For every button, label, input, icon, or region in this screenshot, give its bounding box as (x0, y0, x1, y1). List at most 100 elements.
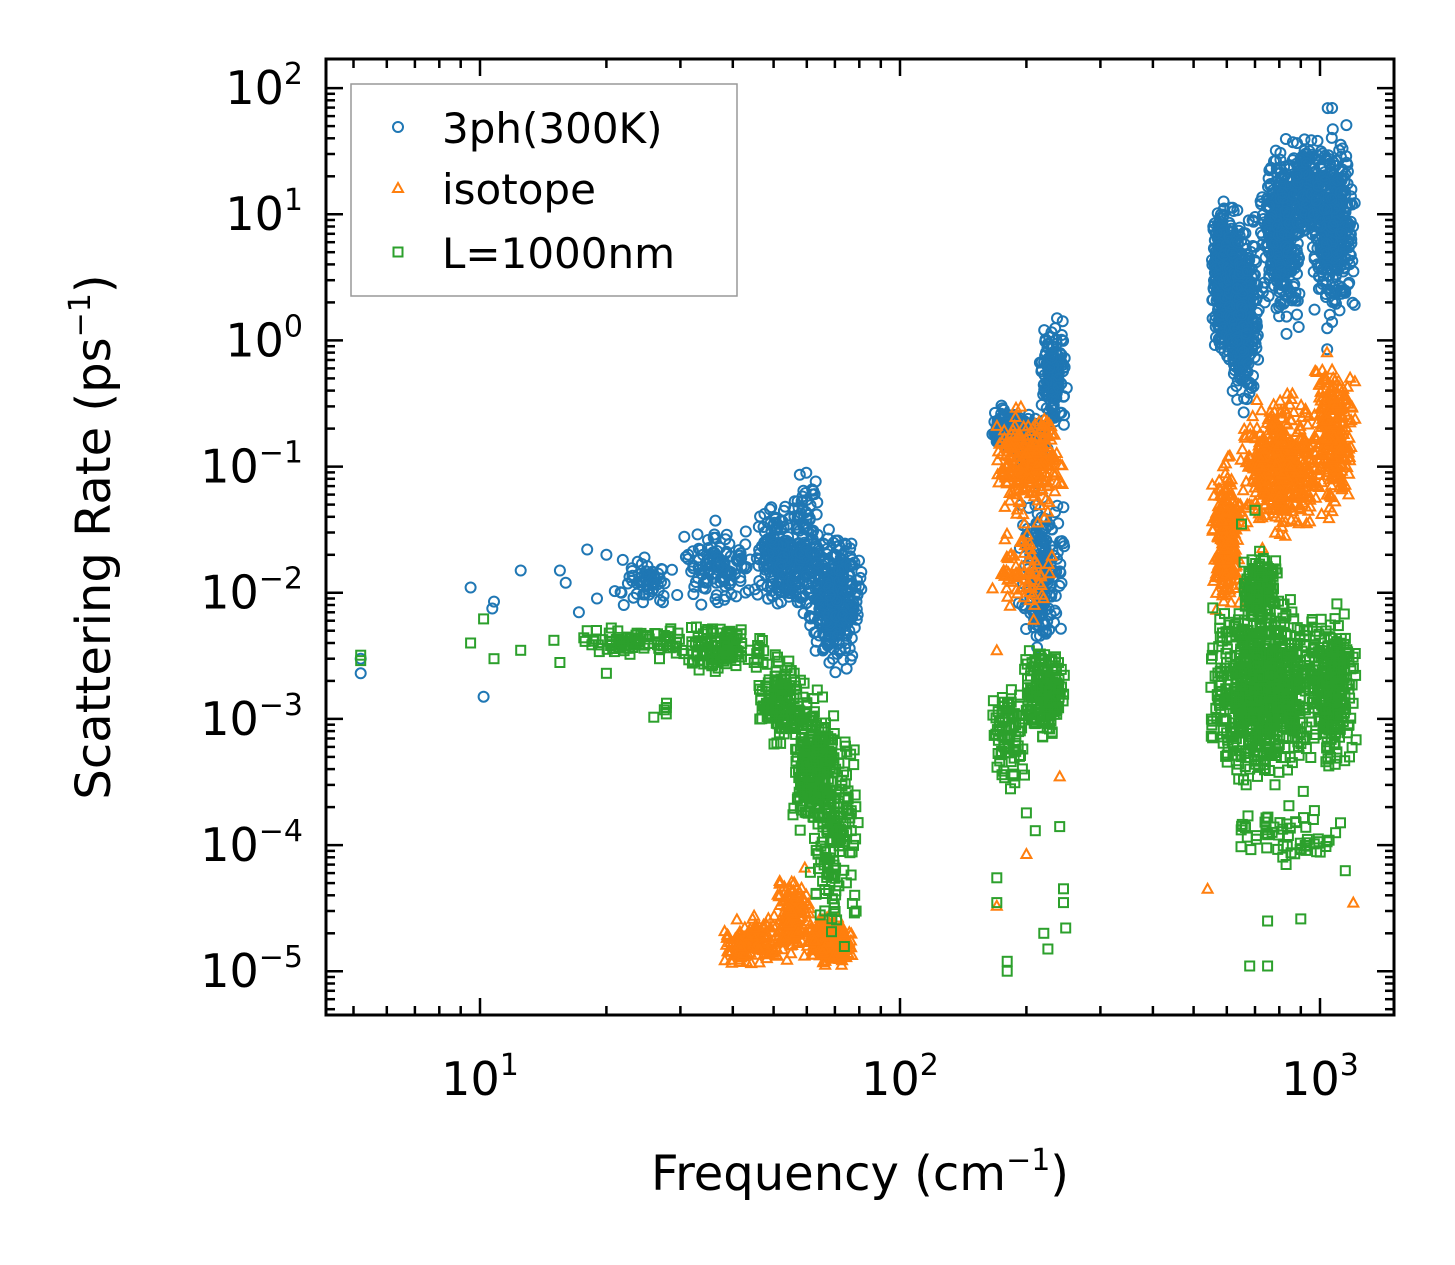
data-point (709, 514, 722, 527)
data-point (1040, 603, 1053, 616)
data-point (1334, 227, 1347, 240)
data-point (1285, 443, 1299, 456)
data-point (1309, 490, 1323, 503)
data-point (785, 874, 799, 887)
data-point (1293, 252, 1305, 264)
data-point (781, 887, 795, 900)
data-point (748, 920, 762, 933)
data-point (1251, 458, 1265, 471)
data-point (1280, 327, 1293, 340)
data-point (762, 560, 774, 573)
data-point (1016, 482, 1031, 495)
data-point (1238, 430, 1252, 443)
data-point (1055, 535, 1068, 548)
data-point (822, 609, 834, 622)
data-point (1265, 451, 1280, 464)
data-point (755, 540, 768, 553)
data-point (1263, 404, 1277, 417)
data-point (1035, 356, 1048, 369)
data-point (1235, 442, 1250, 455)
data-point (1259, 487, 1274, 500)
data-point (1326, 123, 1339, 136)
data-point (1024, 567, 1039, 580)
data-point (809, 475, 822, 488)
data-point (1325, 131, 1338, 144)
data-point (1279, 205, 1291, 218)
data-point (638, 568, 651, 580)
data-point (1324, 478, 1339, 491)
data-point (1019, 446, 1033, 459)
data-point (1292, 500, 1306, 513)
data-point (1218, 489, 1232, 502)
data-point (1030, 458, 1044, 471)
data-point (1289, 514, 1303, 527)
data-point (796, 490, 809, 503)
data-point (1327, 156, 1340, 169)
data-point (1221, 554, 1235, 567)
data-point (1052, 381, 1065, 394)
data-point (615, 586, 628, 599)
data-point (1284, 391, 1299, 404)
data-point (776, 551, 789, 564)
data-point (990, 418, 1004, 431)
data-point (773, 912, 787, 925)
data-point (711, 596, 724, 609)
data-point (658, 577, 671, 590)
data-point (788, 889, 803, 902)
data-point (738, 920, 752, 933)
data-point (1296, 189, 1309, 202)
data-point (1052, 372, 1065, 385)
data-point (1246, 214, 1259, 227)
data-point (1025, 456, 1039, 469)
data-point (800, 466, 813, 479)
data-point (572, 606, 585, 619)
data-point (1040, 375, 1053, 388)
data-point (1237, 406, 1250, 419)
data-point (626, 569, 639, 582)
data-point (1330, 297, 1342, 310)
data-point (1227, 550, 1242, 563)
data-point (1298, 439, 1312, 452)
data-point (354, 667, 367, 680)
data-point (814, 925, 828, 938)
data-point (809, 538, 822, 551)
data-point (666, 563, 678, 576)
data-point (842, 925, 856, 938)
data-point (1038, 324, 1051, 337)
data-point (1013, 493, 1027, 506)
data-point (1344, 413, 1358, 426)
data-point (1218, 542, 1232, 555)
data-point (1224, 595, 1238, 608)
data-point (1288, 278, 1301, 291)
data-point (637, 596, 649, 609)
data-point (1020, 527, 1034, 540)
data-point (630, 587, 643, 600)
data-point (691, 528, 704, 541)
data-point (722, 944, 736, 957)
data-point (1221, 572, 1235, 585)
data-point (1216, 568, 1230, 581)
data-point (998, 499, 1012, 512)
data-point (1317, 227, 1330, 240)
data-point (1044, 539, 1056, 552)
data-point (1321, 247, 1333, 260)
data-point (1026, 587, 1040, 600)
data-point (581, 543, 594, 556)
data-point (488, 595, 500, 608)
data-point (1219, 504, 1233, 517)
data-point (843, 612, 856, 625)
data-point (1030, 441, 1045, 454)
data-point (1342, 241, 1355, 254)
data-point (1318, 169, 1331, 182)
data-point (1249, 337, 1262, 350)
data-point (1294, 153, 1307, 166)
data-point (1010, 502, 1025, 515)
data-point (824, 631, 837, 644)
data-point (792, 501, 805, 514)
data-point (799, 520, 811, 533)
data-point (1321, 102, 1334, 115)
data-point (998, 532, 1012, 545)
data-point (826, 949, 841, 962)
data-point (1217, 538, 1231, 551)
data-point (699, 582, 712, 595)
